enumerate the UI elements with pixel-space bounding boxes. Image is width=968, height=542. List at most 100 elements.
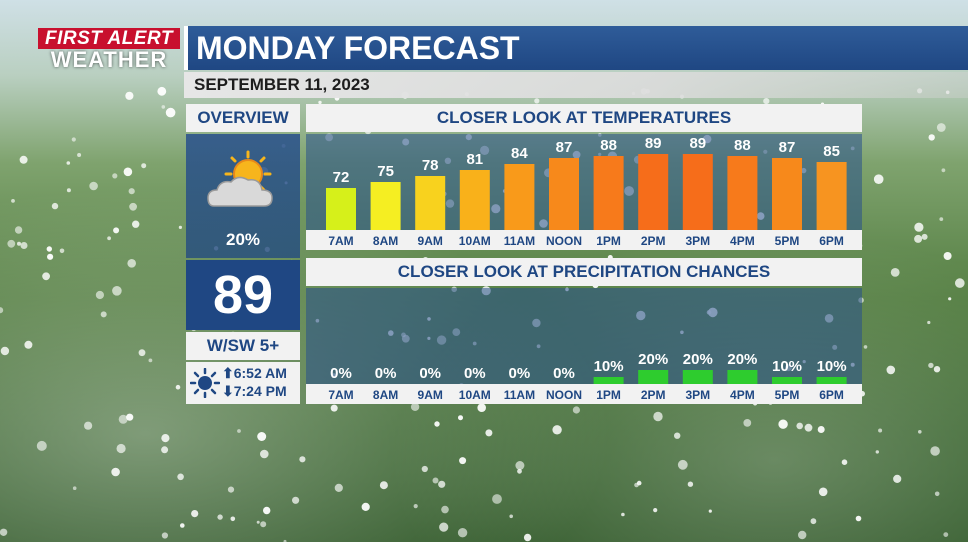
flower-blossom — [148, 358, 153, 363]
flower-blossom — [51, 202, 59, 210]
chart-bar — [638, 370, 669, 384]
chart-bar — [816, 377, 847, 384]
flower-blossom — [743, 419, 752, 427]
chart-tick-label: 6PM — [819, 234, 844, 248]
flower-blossom — [141, 163, 147, 169]
flower-blossom — [804, 423, 813, 432]
flower-blossom — [687, 481, 694, 487]
chart-value-label: 0% — [464, 365, 486, 382]
chart-bar — [682, 154, 713, 230]
flower-blossom — [485, 429, 493, 437]
flower-blossom — [299, 456, 306, 463]
chart-bar — [772, 158, 802, 230]
chart-value-label: 10% — [772, 358, 802, 375]
flower-blossom — [439, 522, 449, 532]
temperature-chart-area: 72 75 78 81 84 87 88 89 89 88 87 85 — [306, 134, 862, 230]
chart-tick-label: 10AM — [459, 388, 491, 402]
chart-value-label: 88 — [600, 137, 617, 154]
chart-tick-label: NOON — [546, 234, 582, 248]
chart-bar — [549, 158, 579, 230]
flower-blossom — [0, 307, 4, 314]
flower-blossom — [948, 297, 952, 301]
flower-blossom — [0, 346, 10, 356]
chart-value-label: 89 — [689, 135, 706, 152]
flower-blossom — [515, 461, 525, 470]
flower-blossom — [334, 483, 343, 492]
flower-blossom — [914, 222, 924, 232]
chart-tick-label: 3PM — [685, 234, 710, 248]
flower-blossom — [509, 514, 513, 519]
flower-blossom — [66, 188, 71, 193]
flower-blossom — [517, 468, 522, 474]
chart-value-label: 0% — [553, 365, 575, 382]
flower-blossom — [47, 253, 54, 260]
chart-value-label: 78 — [422, 157, 439, 174]
flower-blossom — [930, 446, 940, 456]
overview-heading: OVERVIEW — [186, 104, 300, 132]
chart-tick-label: NOON — [546, 388, 582, 402]
temperature-panel-heading: CLOSER LOOK AT TEMPERATURES — [306, 104, 862, 132]
flower-blossom — [138, 349, 146, 357]
chart-value-label: 0% — [419, 365, 441, 382]
chart-value-label: 10% — [594, 358, 624, 375]
precipitation-panel: CLOSER LOOK AT PRECIPITATION CHANCES 0% 0… — [306, 258, 862, 404]
flower-blossom — [112, 173, 118, 179]
flower-blossom — [71, 137, 76, 142]
flower-blossom — [459, 457, 467, 465]
flower-blossom — [330, 404, 338, 412]
flower-blossom — [921, 233, 928, 240]
chart-tick-label: 3PM — [685, 388, 710, 402]
sunset-time: ⬇7:24 PM — [222, 383, 287, 400]
flower-blossom — [7, 239, 16, 248]
flower-blossom — [111, 467, 120, 477]
flower-blossom — [260, 449, 269, 459]
chart-value-label: 75 — [377, 163, 394, 180]
flower-blossom — [123, 167, 133, 177]
sunrise-value: 6:52 AM — [233, 365, 287, 381]
flower-blossom — [523, 533, 532, 542]
flower-blossom — [20, 242, 28, 249]
flower-blossom — [42, 272, 50, 281]
overview-sun-times: ⬆6:52 AM ⬇7:24 PM — [186, 362, 300, 404]
flower-blossom — [943, 532, 949, 537]
flower-blossom — [674, 432, 681, 439]
flower-blossom — [161, 532, 168, 539]
chart-bar — [772, 377, 802, 384]
flower-blossom — [477, 403, 487, 413]
chart-bar — [727, 156, 758, 230]
flower-blossom — [873, 174, 884, 184]
flower-blossom — [936, 123, 946, 132]
chart-bar — [504, 164, 535, 230]
flower-blossom — [933, 366, 941, 373]
flower-blossom — [227, 486, 235, 493]
chart-bar — [638, 154, 669, 230]
flower-blossom — [113, 227, 120, 234]
chart-tick-label: 6PM — [819, 388, 844, 402]
chart-tick-label: 11AM — [504, 234, 535, 248]
flower-blossom — [878, 428, 883, 433]
chart-tick-label: 4PM — [730, 234, 755, 248]
chart-tick-label: 5PM — [775, 388, 800, 402]
sun-icon — [190, 368, 220, 398]
flower-blossom — [36, 440, 47, 451]
chart-tick-label: 9AM — [418, 234, 443, 248]
chart-value-label: 72 — [333, 169, 350, 186]
flower-blossom — [778, 419, 788, 429]
down-arrow-icon: ⬇ — [222, 383, 234, 399]
chart-bar — [593, 377, 624, 384]
chart-tick-label: 1PM — [596, 234, 621, 248]
flower-blossom — [534, 98, 540, 104]
chart-tick-label: 5PM — [775, 234, 800, 248]
precipitation-chart-area: 0% 0% 0% 0% 0% 0% 10% 20% 20% 20% 10% 10% — [306, 288, 862, 384]
flower-blossom — [796, 422, 803, 430]
flower-blossom — [100, 311, 107, 318]
chart-bar — [459, 170, 490, 230]
chart-value-label: 20% — [683, 351, 713, 368]
flower-blossom — [677, 459, 688, 470]
flower-blossom — [11, 199, 15, 203]
flower-blossom — [107, 236, 111, 241]
flower-blossom — [126, 413, 134, 421]
flower-blossom — [24, 340, 33, 349]
up-arrow-icon: ⬆ — [222, 365, 234, 381]
overview-wind: W/SW 5+ — [186, 332, 300, 360]
